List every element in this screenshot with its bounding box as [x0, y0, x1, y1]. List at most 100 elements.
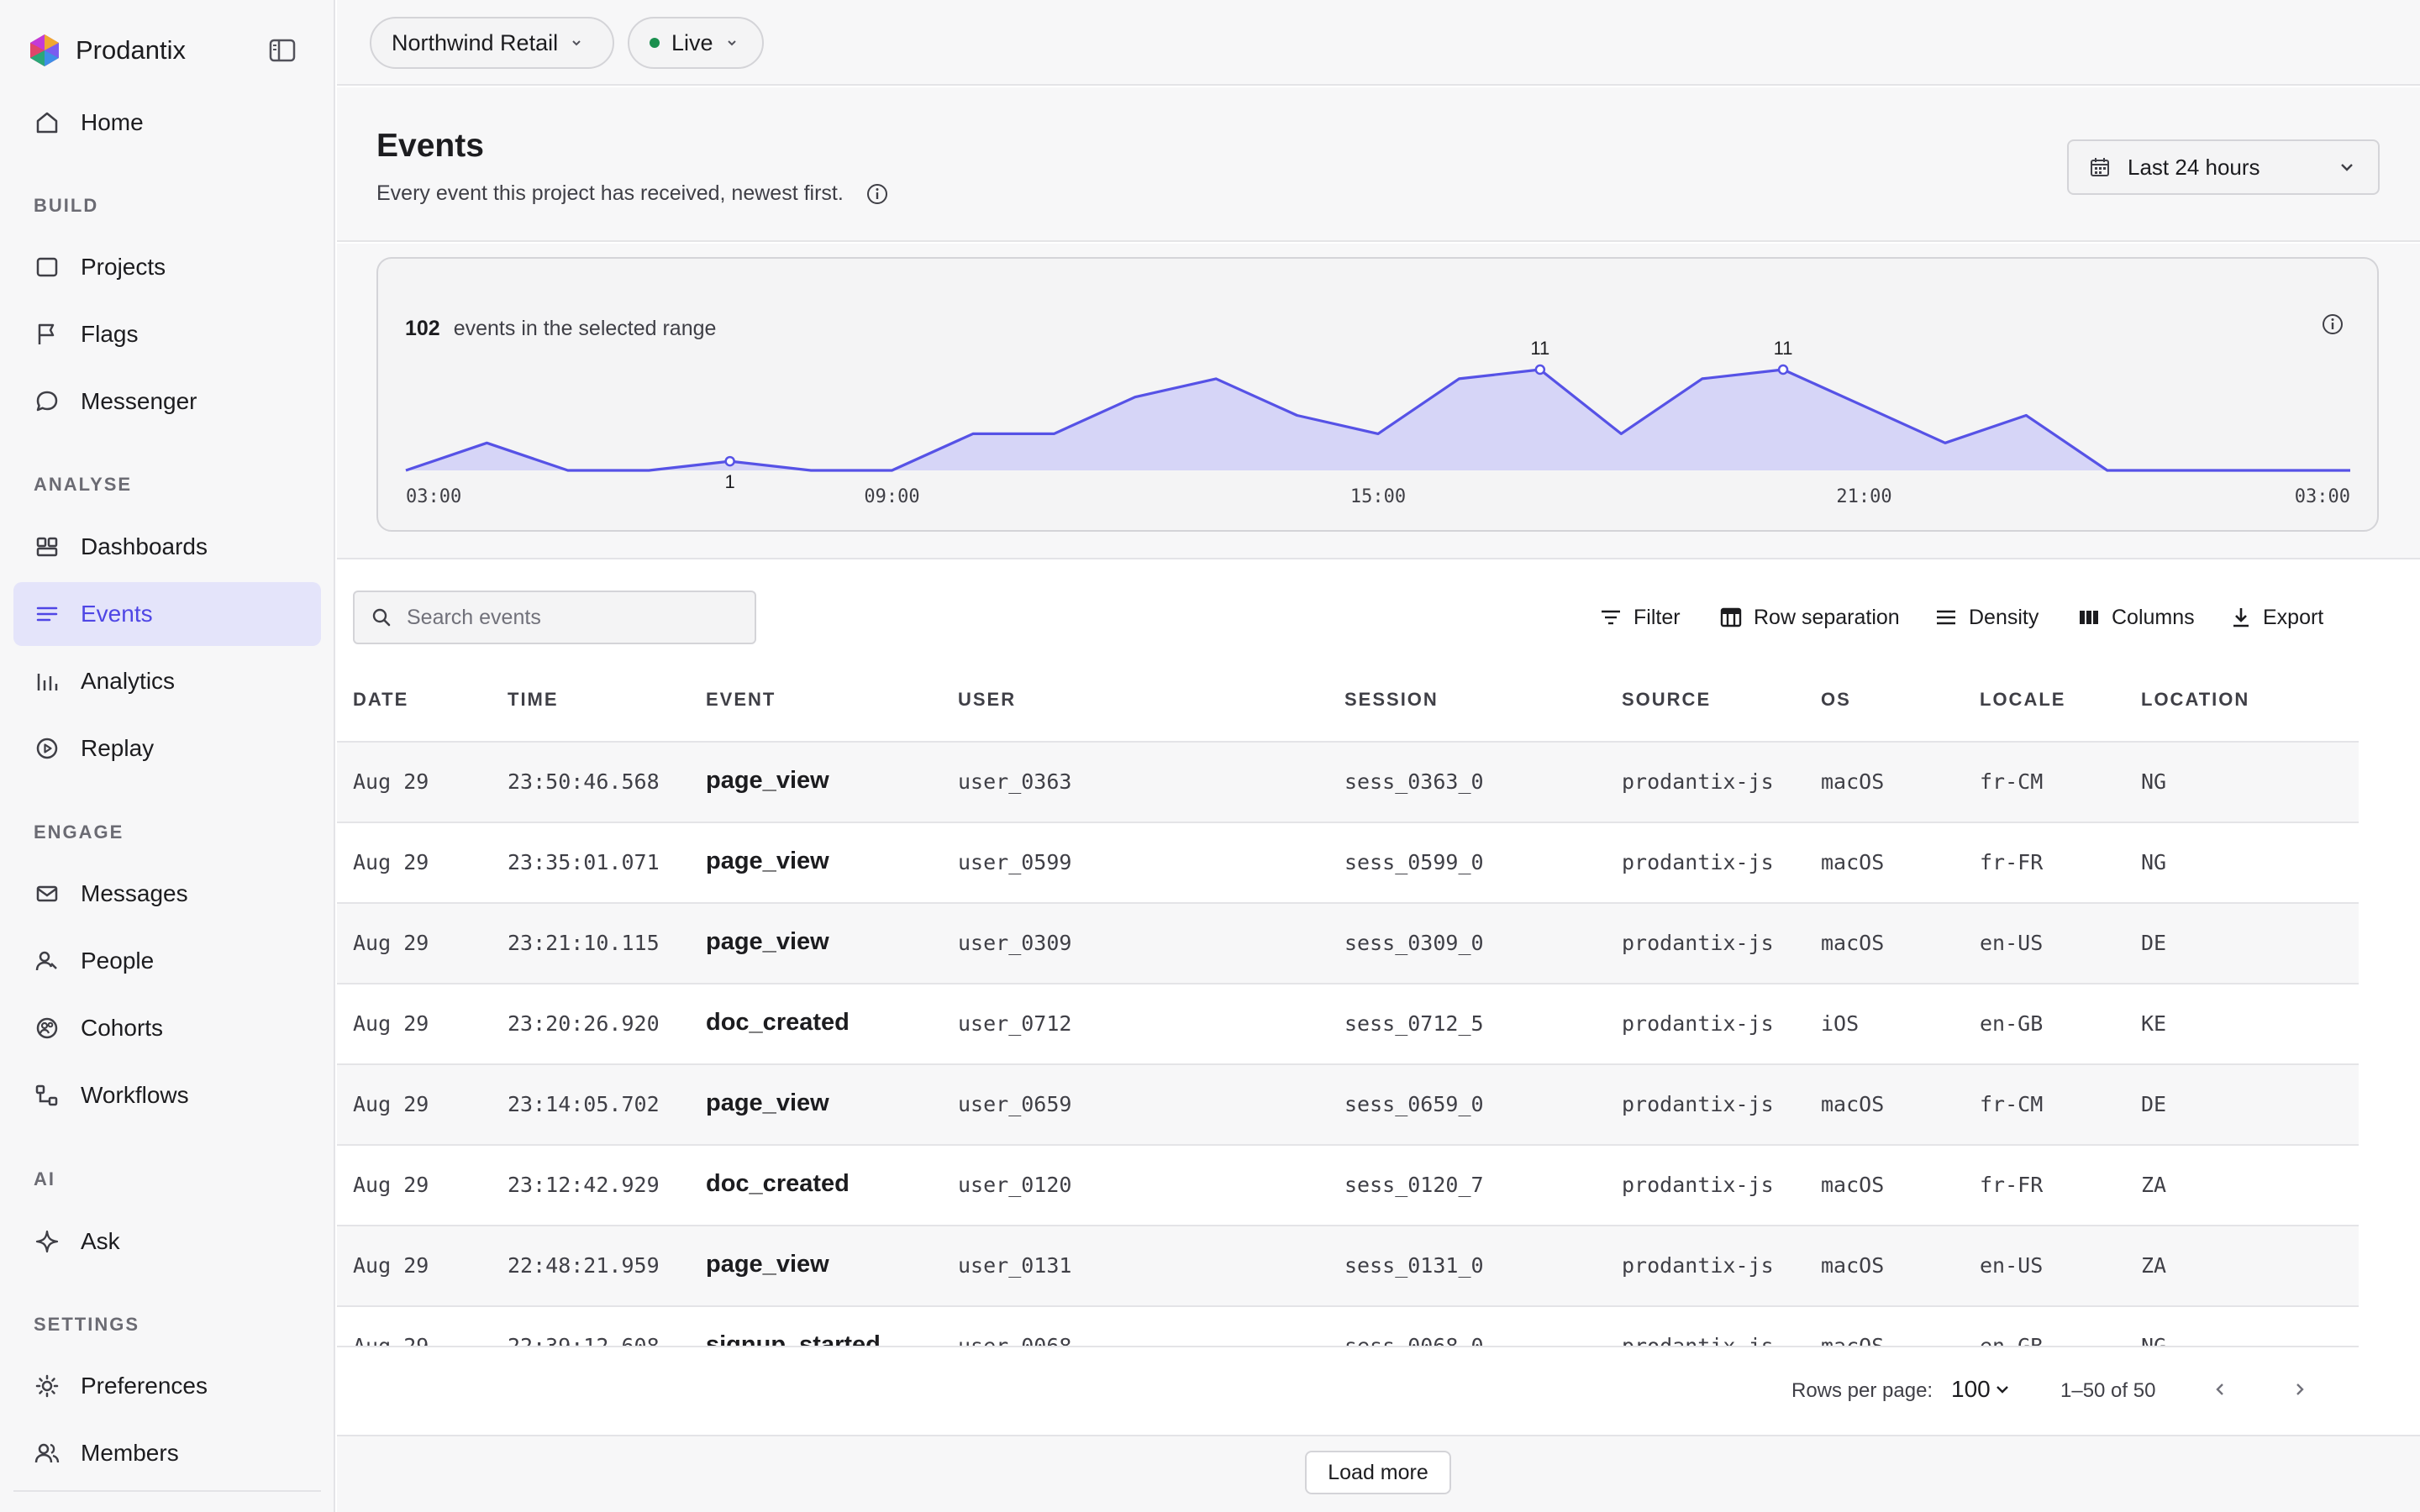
- environment-switcher[interactable]: Live: [628, 17, 764, 69]
- sidebar-item-messages[interactable]: Messages: [13, 862, 321, 926]
- sidebar-item-label: Home: [81, 109, 144, 135]
- cell-event: doc_created: [706, 1009, 850, 1036]
- search-box[interactable]: [353, 591, 756, 644]
- info-icon[interactable]: [865, 182, 889, 206]
- column-header-event[interactable]: EVENT: [706, 689, 776, 710]
- cell-session: sess_0131_0: [1344, 1253, 1484, 1278]
- event-count: 102 events in the selected range: [405, 317, 716, 341]
- column-header-location[interactable]: LOCATION: [2141, 689, 2250, 710]
- table-rows-icon: [1720, 606, 1742, 628]
- brand-logo-icon: [30, 34, 59, 66]
- columns-button[interactable]: Columns: [2078, 598, 2195, 637]
- x-axis-tick-label: 09:00: [864, 486, 919, 507]
- cell-time: 23:50:46.568: [508, 769, 660, 794]
- table-row[interactable]: Aug 29 23:12:42.929 doc_created user_0120 se…: [337, 1146, 2359, 1226]
- chart-point-marker[interactable]: [1777, 364, 1789, 375]
- sidebar-item-events[interactable]: Events: [13, 582, 321, 646]
- filter-button[interactable]: Filter: [1600, 598, 1681, 637]
- cell-location: ZA: [2141, 1253, 2167, 1278]
- cell-date: Aug 29: [353, 769, 429, 794]
- table-row[interactable]: Aug 29 23:21:10.115 page_view user_0309 sess…: [337, 904, 2359, 984]
- column-header-locale[interactable]: LOCALE: [1980, 689, 2066, 710]
- date-range-select[interactable]: Last 24 hours: [2067, 139, 2380, 195]
- page-subtitle: Every event this project has received, n…: [376, 181, 844, 205]
- cell-time: 23:14:05.702: [508, 1092, 660, 1116]
- cell-user: user_0363: [958, 769, 1072, 794]
- sidebar-item-projects[interactable]: Projects: [13, 235, 321, 299]
- cell-locale: en-GB: [1980, 1334, 2043, 1346]
- chevron-down-icon: [727, 40, 736, 46]
- sidebar-item-replay[interactable]: Replay: [13, 717, 321, 780]
- sidebar-toggle-icon[interactable]: [267, 35, 297, 66]
- event-count-number: 102: [405, 317, 440, 340]
- sidebar: Prodantix Home BUILD Projects Flags Mess…: [0, 0, 335, 1512]
- cell-event: page_view: [706, 848, 829, 874]
- sidebar-item-label: Analytics: [81, 668, 176, 694]
- sidebar-item-cohorts[interactable]: Cohorts: [13, 996, 321, 1060]
- chevron-down-icon: [572, 40, 581, 46]
- sidebar-item-ask[interactable]: Ask: [13, 1210, 321, 1273]
- sidebar-item-flags[interactable]: Flags: [13, 302, 321, 366]
- sidebar-item-messenger[interactable]: Messenger: [13, 370, 321, 433]
- sidebar-item-dashboards[interactable]: Dashboards: [13, 515, 321, 579]
- x-axis-tick-label: 03:00: [2295, 486, 2350, 507]
- column-header-time[interactable]: TIME: [508, 689, 559, 710]
- sun-gear-icon: [34, 1373, 60, 1399]
- table-row[interactable]: Aug 29 23:20:26.920 doc_created user_0712 se…: [337, 984, 2359, 1065]
- cell-source: prodantix-js: [1622, 1011, 1774, 1036]
- sidebar-item-home[interactable]: Home: [13, 91, 321, 155]
- sidebar-item-people[interactable]: People: [13, 929, 321, 993]
- table-row[interactable]: Aug 29 22:39:12.608 signup_started user_006…: [337, 1307, 2359, 1346]
- column-header-session[interactable]: SESSION: [1344, 689, 1439, 710]
- chart-info-icon[interactable]: [2321, 312, 2344, 336]
- load-more-button[interactable]: Load more: [1305, 1451, 1451, 1494]
- brand[interactable]: Prodantix: [27, 30, 186, 71]
- search-input[interactable]: [407, 605, 726, 630]
- cell-user: user_0599: [958, 850, 1072, 874]
- column-header-os[interactable]: OS: [1821, 689, 1851, 710]
- chart-data-label: 1: [725, 471, 735, 492]
- table-row[interactable]: Aug 29 23:35:01.071 page_view user_0599 sess…: [337, 823, 2359, 904]
- page-title: Events: [376, 128, 484, 164]
- column-header-date[interactable]: DATE: [353, 689, 409, 710]
- section-label-settings: SETTINGS: [34, 1314, 140, 1335]
- table-row[interactable]: Aug 29 23:14:05.702 page_view user_0659 sess…: [337, 1065, 2359, 1146]
- previous-page-button[interactable]: [2203, 1373, 2237, 1406]
- row-separation-button[interactable]: Row separation: [1720, 598, 1900, 637]
- cell-event: page_view: [706, 767, 829, 794]
- chart-point-marker[interactable]: [1534, 364, 1546, 375]
- cell-user: user_0309: [958, 931, 1072, 955]
- filter-icon: [1600, 608, 1622, 627]
- chevron-right-icon: [2296, 1383, 2304, 1395]
- table-row[interactable]: Aug 29 22:48:21.959 page_view user_0131 sess…: [337, 1226, 2359, 1307]
- cell-event: page_view: [706, 1089, 829, 1116]
- sidebar-item-members[interactable]: Members: [13, 1421, 321, 1485]
- section-label-ai: AI: [34, 1168, 55, 1189]
- cell-time: 22:39:12.608: [508, 1334, 660, 1346]
- chart-point-marker[interactable]: [724, 455, 735, 467]
- cell-os: iOS: [1821, 1011, 1860, 1036]
- cell-location: DE: [2141, 931, 2167, 955]
- export-button[interactable]: Export: [2231, 598, 2323, 637]
- person-icon: [34, 948, 60, 974]
- cell-location: NG: [2141, 769, 2167, 794]
- sidebar-item-analytics[interactable]: Analytics: [13, 649, 321, 713]
- sidebar-item-preferences[interactable]: Preferences: [13, 1354, 321, 1418]
- rows-per-page-select[interactable]: 100: [1951, 1376, 2011, 1403]
- next-page-button[interactable]: [2283, 1373, 2317, 1406]
- sidebar-item-label: Projects: [81, 254, 166, 280]
- project-switcher[interactable]: Northwind Retail: [370, 17, 614, 69]
- cell-source: prodantix-js: [1622, 931, 1774, 955]
- column-header-source[interactable]: SOURCE: [1622, 689, 1712, 710]
- column-header-user[interactable]: USER: [958, 689, 1017, 710]
- events-table: DATE TIME EVENT USER SESSION SOURCE OS L…: [337, 664, 2359, 1346]
- section-label-analyse: ANALYSE: [34, 474, 133, 495]
- page-subtitle-row: Every event this project has received, n…: [376, 181, 889, 206]
- density-button[interactable]: Density: [1935, 598, 2039, 637]
- sidebar-item-label: Replay: [81, 735, 155, 761]
- cell-session: sess_0309_0: [1344, 931, 1484, 955]
- table-row[interactable]: Aug 29 23:50:46.568 page_view user_0363 sess…: [337, 743, 2359, 823]
- cell-os: macOS: [1821, 769, 1885, 794]
- sidebar-item-workflows[interactable]: Workflows: [13, 1063, 321, 1127]
- cell-date: Aug 29: [353, 850, 429, 874]
